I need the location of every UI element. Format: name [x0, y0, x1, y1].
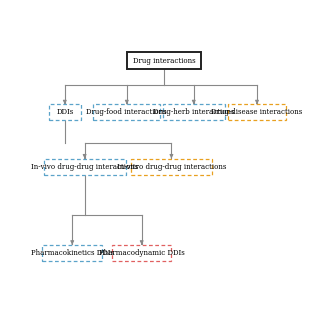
FancyBboxPatch shape [112, 245, 172, 261]
Text: Drug interactions: Drug interactions [133, 57, 195, 65]
Text: Pharmacodynamic DDIs: Pharmacodynamic DDIs [99, 249, 185, 257]
FancyBboxPatch shape [127, 52, 201, 69]
FancyBboxPatch shape [49, 104, 81, 120]
Text: In-vivo drug-drug interactions: In-vivo drug-drug interactions [31, 163, 138, 171]
FancyBboxPatch shape [228, 104, 285, 120]
FancyBboxPatch shape [43, 245, 102, 261]
Text: Drug-disease interactions: Drug-disease interactions [212, 108, 303, 116]
Text: Drug-herb interactions: Drug-herb interactions [153, 108, 235, 116]
FancyBboxPatch shape [131, 158, 212, 174]
FancyBboxPatch shape [44, 158, 125, 174]
FancyBboxPatch shape [163, 104, 225, 120]
Text: DDIs: DDIs [56, 108, 73, 116]
FancyBboxPatch shape [93, 104, 160, 120]
Text: In-vitro drug-drug interactions: In-vitro drug-drug interactions [117, 163, 226, 171]
Text: Drug-food interactions: Drug-food interactions [86, 108, 167, 116]
Text: Pharmacokinetics DDIs: Pharmacokinetics DDIs [31, 249, 114, 257]
